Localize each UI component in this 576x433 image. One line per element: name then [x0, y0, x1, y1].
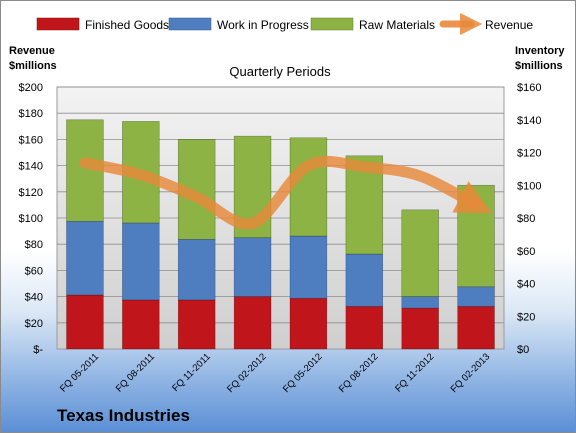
- left-tick-label: $100: [19, 213, 43, 225]
- legend-label-raw-materials: Raw Materials: [359, 18, 435, 32]
- x-tick-label: FQ 02-2012: [225, 351, 269, 395]
- bar-work-in-progress: [122, 222, 160, 301]
- left-axis-ticks: $- $20 $40 $60 $80 $100 $120 $140 $160 $180 $200: [19, 82, 44, 356]
- right-tick-label: $100: [517, 180, 541, 192]
- bar-work-in-progress: [457, 286, 495, 307]
- bar-finished-goods: [233, 296, 272, 350]
- bar-finished-goods: [177, 299, 216, 350]
- left-tick-label: $180: [19, 108, 43, 120]
- left-tick-label: $200: [19, 82, 43, 94]
- x-tick-label: FQ 11-2011: [170, 351, 213, 394]
- right-tick-label: $20: [517, 311, 535, 323]
- legend-label-revenue: Revenue: [485, 18, 533, 32]
- right-tick-label: $60: [517, 246, 535, 258]
- x-axis-ticks: FQ 05-2011 FQ 08-2011 FQ 11-2011 FQ 02-2012…: [58, 351, 492, 395]
- right-axis-ticks: $0 $20 $40 $60 $80 $100 $120 $140 $160: [517, 82, 541, 356]
- left-axis-title-line2: $millions: [9, 60, 57, 72]
- left-tick-label: $160: [19, 134, 43, 146]
- legend: Finished Goods Work in Progress Raw Mate…: [36, 12, 533, 36]
- bar-raw-materials: [289, 137, 328, 237]
- left-axis-title-line1: Revenue: [9, 45, 55, 57]
- bar-work-in-progress: [401, 296, 439, 309]
- left-tick-label: $140: [19, 161, 43, 173]
- bar-finished-goods: [457, 306, 495, 350]
- x-tick-label: FQ 08-2012: [337, 351, 381, 395]
- legend-label-finished-goods: Finished Goods: [85, 18, 169, 32]
- x-tick-label: FQ 08-2011: [114, 351, 157, 394]
- legend-swatch-work-in-progress: [168, 17, 212, 31]
- company-name: Texas Industries: [57, 406, 190, 425]
- left-tick-label: $60: [25, 265, 43, 277]
- revenue-line: [79, 155, 492, 230]
- bar-raw-materials: [401, 209, 439, 297]
- bar-work-in-progress: [289, 235, 328, 299]
- bar-work-in-progress: [66, 220, 104, 296]
- bar-finished-goods: [66, 294, 104, 350]
- right-tick-label: $120: [517, 148, 541, 160]
- right-tick-label: $140: [517, 115, 541, 127]
- bar-finished-goods: [345, 306, 384, 350]
- right-axis-title-line2: $millions: [515, 60, 563, 72]
- left-tick-label: $20: [25, 318, 43, 330]
- legend-swatch-finished-goods: [36, 17, 80, 31]
- x-tick-label: FQ 11-2012: [393, 351, 436, 394]
- x-tick-label: FQ 05-2012: [281, 351, 325, 395]
- bar-work-in-progress: [177, 238, 216, 301]
- bar-work-in-progress: [233, 237, 272, 297]
- right-tick-label: $40: [517, 279, 535, 291]
- right-axis-title-line1: Inventory: [515, 45, 565, 57]
- x-tick-label: FQ 05-2011: [58, 351, 101, 394]
- legend-swatch-raw-materials: [310, 17, 354, 31]
- bar-finished-goods: [289, 297, 328, 350]
- right-tick-label: $0: [517, 344, 529, 356]
- left-tick-label: $120: [19, 187, 43, 199]
- bar-finished-goods: [122, 299, 160, 350]
- x-tick-label: FQ 02-2013: [449, 351, 493, 395]
- legend-label-work-in-progress: Work in Progress: [217, 18, 309, 32]
- bar-work-in-progress: [345, 253, 384, 307]
- revenue-line-path: [79, 155, 492, 230]
- bar-finished-goods: [401, 307, 439, 350]
- left-tick-label: $-: [33, 344, 43, 356]
- right-tick-label: $160: [517, 82, 541, 94]
- left-tick-label: $80: [25, 239, 43, 251]
- chart-subtitle: Quarterly Periods: [229, 64, 331, 79]
- right-tick-label: $80: [517, 213, 535, 225]
- left-tick-label: $40: [25, 292, 43, 304]
